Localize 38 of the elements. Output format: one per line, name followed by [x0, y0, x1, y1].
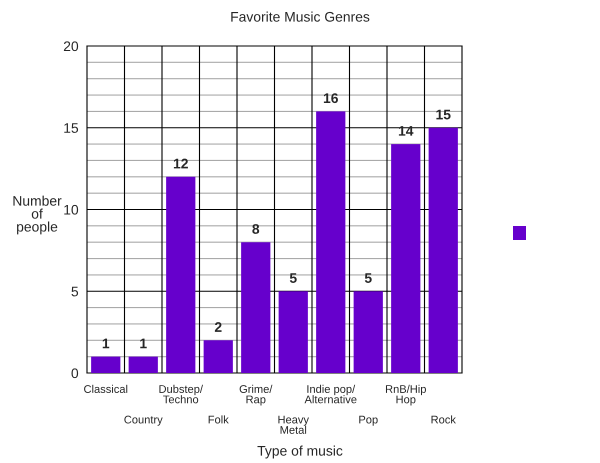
data-label: 12	[174, 158, 188, 168]
x-tick-label: Rock	[432, 415, 456, 424]
bar	[391, 144, 420, 373]
data-label: 1	[102, 338, 110, 348]
data-label: 8	[252, 224, 260, 234]
x-tick-label: Pop	[359, 416, 378, 426]
data-label: 1	[140, 338, 147, 348]
bar	[241, 242, 270, 373]
bar	[316, 111, 346, 373]
x-tick-label: Grime/ Rap	[240, 384, 272, 406]
x-tick-label: Indie pop/ Alternative	[304, 384, 357, 404]
data-label: 16	[324, 93, 338, 104]
x-tick-label: Folk	[208, 415, 229, 424]
y-axis-title: Number of people	[13, 196, 62, 234]
bar	[166, 176, 196, 373]
x-axis-title: Type of music	[257, 446, 342, 458]
y-tick-label: 0	[71, 368, 78, 378]
bar	[428, 128, 458, 373]
data-label: 5	[290, 273, 297, 283]
x-tick-label: Country	[124, 416, 163, 426]
x-tick-label: RnB/Hip Hop	[386, 384, 426, 406]
data-label: 5	[364, 273, 372, 283]
data-label: 2	[214, 322, 222, 332]
y-tick-label: 15	[64, 123, 78, 133]
x-tick-label: Dubstep/ Techno	[159, 384, 203, 404]
x-tick-label: Heavy Metal	[278, 416, 309, 434]
data-label: 14	[398, 126, 414, 136]
bar	[278, 291, 308, 373]
bar	[91, 356, 120, 373]
bar	[128, 356, 158, 373]
bar	[204, 340, 233, 373]
y-tick-label: 5	[72, 286, 78, 296]
data-label: 15	[436, 110, 451, 120]
bar	[354, 291, 383, 373]
chart-title: Favorite Music Genres	[231, 12, 370, 22]
y-tick-label: 20	[64, 41, 78, 52]
x-tick-label: Classical	[84, 384, 128, 393]
y-tick-label: 10	[64, 204, 78, 215]
